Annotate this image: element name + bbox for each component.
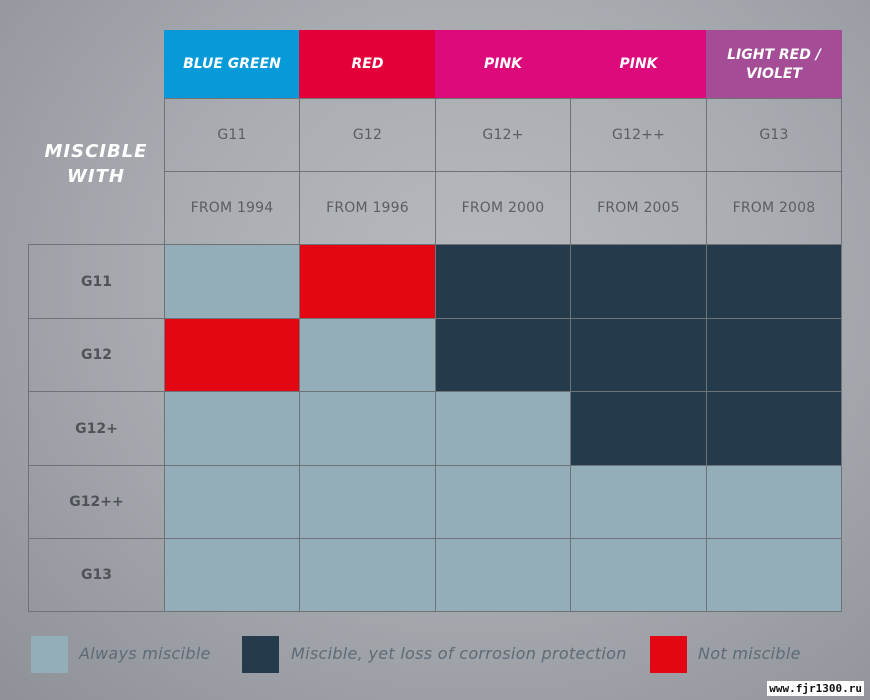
- row-label: G13: [28, 538, 165, 612]
- column-color-header: BLUE GREEN: [164, 30, 300, 99]
- row-label: G12+: [28, 391, 165, 466]
- matrix-cell-G12-G11-not: [164, 318, 300, 392]
- matrix-cell-G13-G12+-always: [435, 538, 571, 612]
- matrix-cell-G12-G12+-loss: [435, 318, 571, 392]
- matrix-cell-G11-G11-always: [164, 244, 300, 319]
- legend-label-not: Not miscible: [698, 644, 801, 663]
- column-color-header: LIGHT RED / VIOLET: [706, 30, 842, 99]
- miscible-with-heading: MISCIBLE WITH: [44, 141, 148, 187]
- legend-label-loss: Miscible, yet loss of corrosion protecti…: [291, 644, 627, 663]
- introduced-year-cell: FROM 2005: [570, 171, 707, 245]
- matrix-cell-G13-G11-always: [164, 538, 300, 612]
- legend-swatch-loss: [242, 636, 279, 673]
- coolant-type-cell: G12+: [435, 98, 571, 172]
- column-color-header: RED: [299, 30, 436, 99]
- row-label: G12++: [28, 465, 165, 539]
- matrix-cell-G12+-G12-always: [299, 391, 436, 466]
- matrix-cell-G12++-G13-always: [706, 465, 842, 539]
- matrix-cell-G13-G12++-always: [570, 538, 707, 612]
- introduced-year-cell: FROM 2008: [706, 171, 842, 245]
- matrix-cell-G12-G12++-loss: [570, 318, 707, 392]
- coolant-type-cell: G11: [164, 98, 300, 172]
- coolant-type-cell: G12: [299, 98, 436, 172]
- matrix-cell-G12++-G12-always: [299, 465, 436, 539]
- matrix-cell-G12-G13-loss: [706, 318, 842, 392]
- column-color-header: PINK: [435, 30, 571, 99]
- legend-swatch-not: [650, 636, 687, 673]
- legend-label-always: Always miscible: [79, 644, 211, 663]
- matrix-cell-G12+-G12++-loss: [570, 391, 707, 466]
- matrix-cell-G12+-G12+-always: [435, 391, 571, 466]
- introduced-year-cell: FROM 2000: [435, 171, 571, 245]
- row-label: G11: [28, 244, 165, 319]
- matrix-cell-G12++-G11-always: [164, 465, 300, 539]
- introduced-year-cell: FROM 1994: [164, 171, 300, 245]
- matrix-cell-G13-G13-always: [706, 538, 842, 612]
- row-label: G12: [28, 318, 165, 392]
- matrix-cell-G12+-G13-loss: [706, 391, 842, 466]
- introduced-year-cell: FROM 1996: [299, 171, 436, 245]
- matrix-cell-G12++-G12+-always: [435, 465, 571, 539]
- column-color-header: PINK: [570, 30, 707, 99]
- site-watermark: www.fjr1300.ru: [767, 681, 864, 696]
- matrix-cell-G11-G12+-loss: [435, 244, 571, 319]
- matrix-cell-G11-G12-not: [299, 244, 436, 319]
- matrix-cell-G11-G13-loss: [706, 244, 842, 319]
- legend-swatch-always: [31, 636, 68, 673]
- matrix-cell-G13-G12-always: [299, 538, 436, 612]
- coolant-type-cell: G13: [706, 98, 842, 172]
- matrix-cell-G11-G12++-loss: [570, 244, 707, 319]
- matrix-cell-G12+-G11-always: [164, 391, 300, 466]
- coolant-type-cell: G12++: [570, 98, 707, 172]
- matrix-cell-G12-G12-always: [299, 318, 436, 392]
- matrix-cell-G12++-G12++-always: [570, 465, 707, 539]
